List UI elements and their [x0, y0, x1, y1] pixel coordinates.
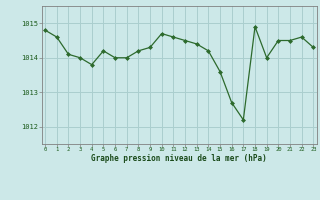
X-axis label: Graphe pression niveau de la mer (hPa): Graphe pression niveau de la mer (hPa)	[91, 154, 267, 163]
